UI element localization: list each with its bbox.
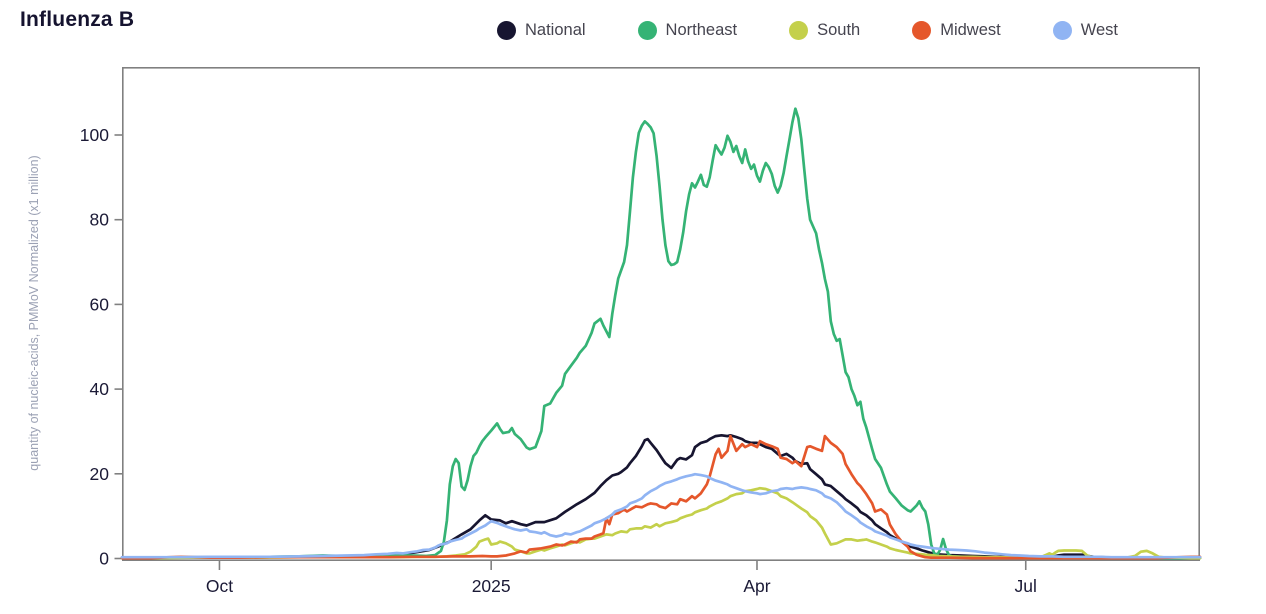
series-line-northeast <box>120 107 1202 560</box>
x-tick-label: Oct <box>206 576 233 596</box>
legend-dot-icon <box>1052 21 1072 40</box>
legend-item-northeast[interactable]: Northeast <box>637 21 738 40</box>
y-tick-label: 0 <box>99 549 109 569</box>
y-tick-label: 40 <box>90 379 110 399</box>
chart-legend: National Northeast South Midwest West <box>497 21 1118 40</box>
series-line-south <box>120 486 1202 560</box>
page-title: Influenza B <box>20 8 135 31</box>
legend-item-national[interactable]: National <box>497 21 586 40</box>
series-line-west <box>120 472 1202 559</box>
y-tick-label: 60 <box>90 294 110 314</box>
legend-label: National <box>525 21 586 39</box>
legend-dot-icon <box>789 21 809 40</box>
legend-dot-icon <box>497 21 516 40</box>
y-tick-label: 80 <box>90 210 110 230</box>
legend-label: Midwest <box>940 21 1001 39</box>
plot-border <box>122 67 1201 561</box>
legend-label: South <box>817 21 861 39</box>
x-tick-label: 2025 <box>472 576 511 596</box>
legend-item-west[interactable]: West <box>1052 21 1119 40</box>
y-tick-label: 100 <box>80 125 109 145</box>
series-line-national <box>120 433 1202 560</box>
y-tick-label: 20 <box>90 464 110 484</box>
x-tick-label: Apr <box>743 576 770 596</box>
legend-label: Northeast <box>665 21 738 39</box>
legend-label: West <box>1080 21 1119 39</box>
legend-item-south[interactable]: South <box>789 21 860 40</box>
legend-item-midwest[interactable]: Midwest <box>912 21 1001 40</box>
legend-dot-icon <box>912 21 932 40</box>
y-axis-title: quantity of nucleic-acids, PMMoV Normali… <box>27 155 41 470</box>
x-tick-label: Jul <box>1015 576 1037 596</box>
legend-dot-icon <box>637 21 657 40</box>
